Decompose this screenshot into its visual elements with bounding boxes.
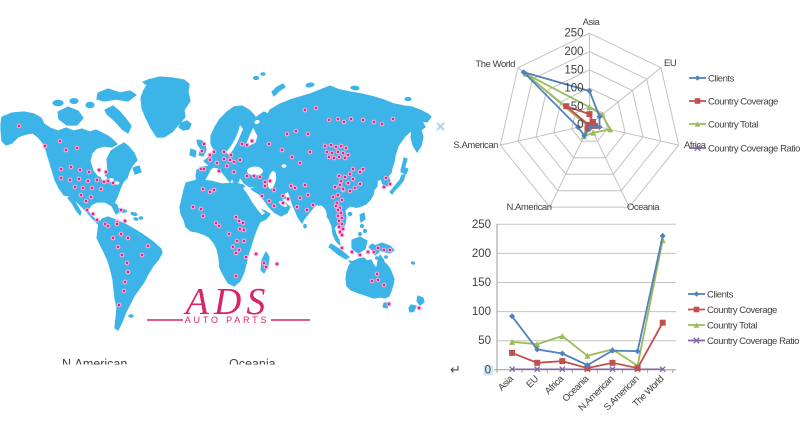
svg-text:Country Coverage: Country Coverage	[707, 305, 777, 316]
svg-text:Oceania: Oceania	[229, 357, 276, 371]
svg-text:150: 150	[564, 64, 583, 76]
svg-text:Country Coverage Ratio: Country Coverage Ratio	[708, 144, 800, 155]
svg-text:150: 150	[472, 277, 491, 289]
svg-text:50: 50	[478, 335, 491, 347]
svg-text:N.American: N.American	[62, 357, 127, 371]
svg-text:200: 200	[472, 248, 491, 260]
svg-text:Country Total: Country Total	[707, 321, 757, 332]
svg-text:↵: ↵	[450, 362, 461, 377]
svg-text:AUTO PARTS: AUTO PARTS	[185, 315, 270, 325]
svg-text:Asia: Asia	[583, 17, 601, 28]
svg-text:0: 0	[485, 364, 491, 376]
svg-text:ADS: ADS	[183, 281, 271, 323]
svg-text:EU: EU	[524, 373, 541, 390]
svg-text:Clients: Clients	[707, 290, 734, 301]
svg-text:Country Coverage Ratio: Country Coverage Ratio	[707, 336, 799, 347]
svg-text:N.American: N.American	[506, 202, 551, 213]
svg-text:250: 250	[472, 219, 491, 231]
svg-text:Asia: Asia	[496, 373, 516, 393]
svg-text:The World: The World	[475, 59, 515, 70]
svg-text:Oceania: Oceania	[627, 202, 660, 213]
svg-text:EU: EU	[664, 58, 677, 69]
svg-text:Country Total: Country Total	[708, 120, 758, 131]
svg-text:200: 200	[564, 46, 583, 58]
svg-text:100: 100	[472, 306, 491, 318]
svg-text:Country Coverage: Country Coverage	[708, 97, 778, 108]
svg-text:250: 250	[564, 28, 583, 40]
svg-text:0: 0	[577, 119, 583, 131]
svg-text:S.American: S.American	[453, 140, 498, 151]
svg-text:Clients: Clients	[708, 74, 735, 85]
svg-text:50: 50	[571, 101, 584, 113]
svg-text:100: 100	[564, 83, 583, 95]
